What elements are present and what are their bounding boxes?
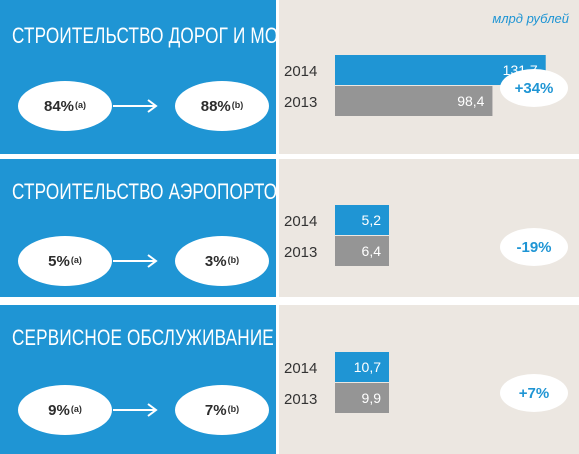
bar-2013	[335, 86, 493, 116]
change-value: +34%	[515, 80, 554, 97]
segment-title: СТРОИТЕЛЬСТВО ДОРОГ И МОСТОВ	[12, 23, 326, 48]
unit-label: млрд рублей	[492, 11, 569, 26]
year-label: 2014	[284, 213, 317, 230]
share-to-value: 7%	[204, 401, 227, 419]
share-from-value: 9%	[48, 401, 70, 419]
bar-value-label: 5,2	[362, 212, 382, 228]
segment-title: СЕРВИСНОЕ ОБСЛУЖИВАНИЕ	[12, 325, 274, 350]
year-label: 2014	[284, 360, 317, 377]
share-to-oval: 7% (b)	[175, 385, 269, 435]
segment-service-chart-panel: 2014 10,7 2013 9,9 +7%	[279, 305, 579, 454]
bar-2014	[335, 352, 389, 382]
year-label: 2013	[284, 391, 317, 408]
share-to-value: 88%	[200, 97, 231, 115]
footnote-marker: (a)	[70, 255, 82, 265]
footnote-marker: (a)	[75, 100, 87, 110]
segment-service-panel: СЕРВИСНОЕ ОБСЛУЖИВАНИЕ 9% (a) 7% (b)	[0, 305, 276, 454]
bar-value-label: 98,4	[457, 93, 484, 109]
footnote-marker: (b)	[227, 255, 240, 265]
change-badge	[500, 374, 568, 412]
share-to-value: 3%	[204, 252, 227, 270]
change-value: +7%	[519, 385, 549, 402]
bar-chart-airports: 2014 5,2 2013 6,4 -19%	[284, 205, 568, 266]
year-label: 2014	[284, 63, 317, 80]
share-from-oval: 5% (a)	[18, 236, 112, 286]
share-from-oval: 9% (a)	[18, 385, 112, 435]
bar-2013	[335, 383, 389, 413]
footnote-marker: (a)	[70, 404, 82, 414]
bar-chart-service: 2014 10,7 2013 9,9 +7%	[284, 352, 568, 413]
arrow-right-icon	[113, 403, 158, 417]
segment-roads-chart-panel: млрд рублей 2014 131,7 2013 98,4 +34%	[279, 0, 579, 154]
change-badge	[500, 69, 568, 107]
bar-value-label: 10,7	[354, 359, 381, 375]
share-from-value: 5%	[48, 252, 70, 270]
share-to-oval: 3% (b)	[175, 236, 269, 286]
change-badge	[500, 228, 568, 266]
arrow-right-icon	[113, 254, 158, 268]
arrow-right-icon	[113, 99, 158, 113]
bar-value-label: 9,9	[362, 390, 382, 406]
share-from-value: 84%	[43, 97, 75, 115]
share-to-oval: 88% (b)	[175, 81, 269, 131]
segment-airports-panel: СТРОИТЕЛЬСТВО АЭРОПОРТОВ 5% (a) 3% (b)	[0, 159, 289, 297]
change-value: -19%	[516, 239, 551, 256]
segment-airports-chart-panel: 2014 5,2 2013 6,4 -19%	[279, 159, 579, 297]
footnote-marker: (b)	[231, 100, 244, 110]
segment-title: СТРОИТЕЛЬСТВО АЭРОПОРТОВ	[12, 179, 289, 204]
share-from-oval: 84% (a)	[18, 81, 112, 131]
year-label: 2013	[284, 94, 317, 111]
footnote-marker: (b)	[227, 404, 240, 414]
bar-value-label: 6,4	[362, 243, 382, 259]
bar-2014	[335, 205, 389, 235]
bar-2013	[335, 236, 389, 266]
segment-roads-panel: СТРОИТЕЛЬСТВО ДОРОГ И МОСТОВ 84% (a) 88%(…	[0, 0, 325, 154]
year-label: 2013	[284, 244, 317, 261]
